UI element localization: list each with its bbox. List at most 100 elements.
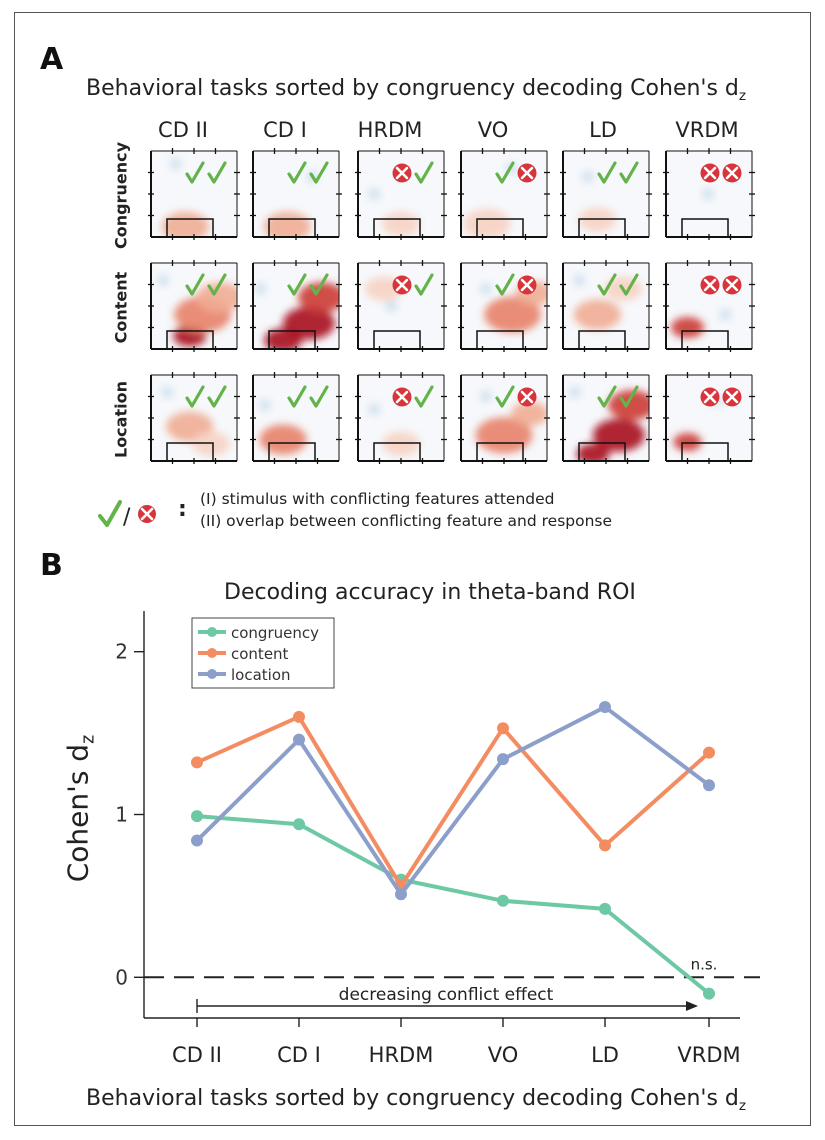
roi-bracket xyxy=(373,218,421,237)
figure-frame xyxy=(14,12,811,1126)
arrow-head-icon xyxy=(686,1001,698,1011)
heatmap-cell xyxy=(663,260,755,352)
cross-icon xyxy=(517,275,537,295)
data-point xyxy=(293,733,305,746)
roi-bracket xyxy=(268,442,316,461)
panel-b-bottom-label-subscript: z xyxy=(738,1097,747,1114)
check-icon xyxy=(309,161,329,184)
legend-colon: : xyxy=(178,497,187,522)
check-icon xyxy=(619,161,639,184)
y-tick-label: 2 xyxy=(115,640,128,664)
check-icon xyxy=(414,273,434,296)
check-icon xyxy=(287,385,307,408)
heatmap-cell xyxy=(355,372,447,464)
check-icon xyxy=(185,161,205,184)
col-label-cd-ii: CD II xyxy=(158,118,208,142)
roi-bracket xyxy=(681,442,729,461)
ns-annotation: n.s. xyxy=(691,955,718,973)
data-point xyxy=(497,722,509,735)
heatmap-cell xyxy=(458,372,550,464)
heatmap-cell xyxy=(250,260,342,352)
roi-bracket xyxy=(578,218,626,237)
data-point xyxy=(293,710,305,723)
check-icon xyxy=(309,273,329,296)
roi-bracket xyxy=(681,218,729,237)
panel-a-title: Behavioral tasks sorted by congruency de… xyxy=(86,76,746,104)
check-icon xyxy=(414,385,434,408)
roi-bracket xyxy=(578,330,626,349)
chart-title: Decoding accuracy in theta-band ROI xyxy=(224,580,636,605)
cross-icon xyxy=(722,163,742,183)
check-icon xyxy=(287,161,307,184)
data-point xyxy=(703,779,715,792)
roi-bracket xyxy=(166,218,214,237)
heatmap-cell xyxy=(458,260,550,352)
col-label-vo: VO xyxy=(477,118,509,142)
check-icon xyxy=(207,385,227,408)
data-point xyxy=(703,987,715,1000)
x-tick-label: VRDM xyxy=(677,1043,740,1067)
check-icon xyxy=(597,385,617,408)
col-label-ld: LD xyxy=(589,118,617,142)
y-tick-label: 1 xyxy=(115,803,128,827)
roi-bracket xyxy=(681,330,729,349)
x-tick-label: HRDM xyxy=(369,1043,434,1067)
check-icon xyxy=(619,385,639,408)
heatmap-cell xyxy=(148,260,240,352)
roi-bracket xyxy=(373,330,421,349)
cross-icon xyxy=(700,275,720,295)
heatmap-cell xyxy=(560,372,652,464)
data-point xyxy=(497,894,509,907)
heatmap-cell xyxy=(250,148,342,240)
data-point xyxy=(191,756,203,769)
legend-label: location xyxy=(231,666,291,684)
heatmap-cell xyxy=(355,148,447,240)
heatmap-cell xyxy=(250,372,342,464)
series-content xyxy=(191,710,715,893)
check-icon xyxy=(185,385,205,408)
cross-icon xyxy=(517,387,537,407)
x-tick-label: LD xyxy=(591,1043,619,1067)
panel-a-title-text: Behavioral tasks sorted by congruency de… xyxy=(86,76,739,101)
data-point xyxy=(395,888,407,901)
legend-line-1: (I) stimulus with conflicting features a… xyxy=(200,490,555,508)
data-point xyxy=(191,810,203,823)
cross-icon xyxy=(700,387,720,407)
heatmap-cell xyxy=(560,260,652,352)
data-point xyxy=(191,834,203,847)
heatmap-cell xyxy=(148,372,240,464)
series-line xyxy=(196,714,711,889)
roi-bracket xyxy=(578,442,626,461)
series-congruency xyxy=(191,810,715,1000)
roi-bracket xyxy=(476,218,524,237)
check-icon xyxy=(619,273,639,296)
legend-symbol-separator: / xyxy=(123,505,131,530)
y-tick-label: 0 xyxy=(115,965,128,989)
panel-b-bottom-label: Behavioral tasks sorted by congruency de… xyxy=(86,1086,746,1114)
heatmap-cell xyxy=(458,148,550,240)
panel-b-bottom-label-text: Behavioral tasks sorted by congruency de… xyxy=(86,1086,739,1111)
check-icon xyxy=(597,161,617,184)
cross-icon xyxy=(392,163,412,183)
data-point xyxy=(497,753,509,766)
chart-legend: congruency content location xyxy=(191,617,335,689)
roi-bracket xyxy=(166,330,214,349)
heatmap-cell xyxy=(663,148,755,240)
x-tick-label: VO xyxy=(488,1043,519,1067)
legend-label: content xyxy=(231,645,289,663)
roi-bracket xyxy=(268,330,316,349)
col-label-vrdm: VRDM xyxy=(675,118,739,142)
check-icon xyxy=(207,161,227,184)
panel-a-letter: A xyxy=(40,42,64,77)
cross-icon xyxy=(517,163,537,183)
panel-b-letter: B xyxy=(40,548,63,583)
check-icon xyxy=(495,161,515,184)
data-point xyxy=(599,839,611,852)
data-point xyxy=(703,746,715,759)
check-icon xyxy=(309,385,329,408)
col-label-hrdm: HRDM xyxy=(357,118,423,142)
check-icon xyxy=(185,273,205,296)
check-icon xyxy=(207,273,227,296)
